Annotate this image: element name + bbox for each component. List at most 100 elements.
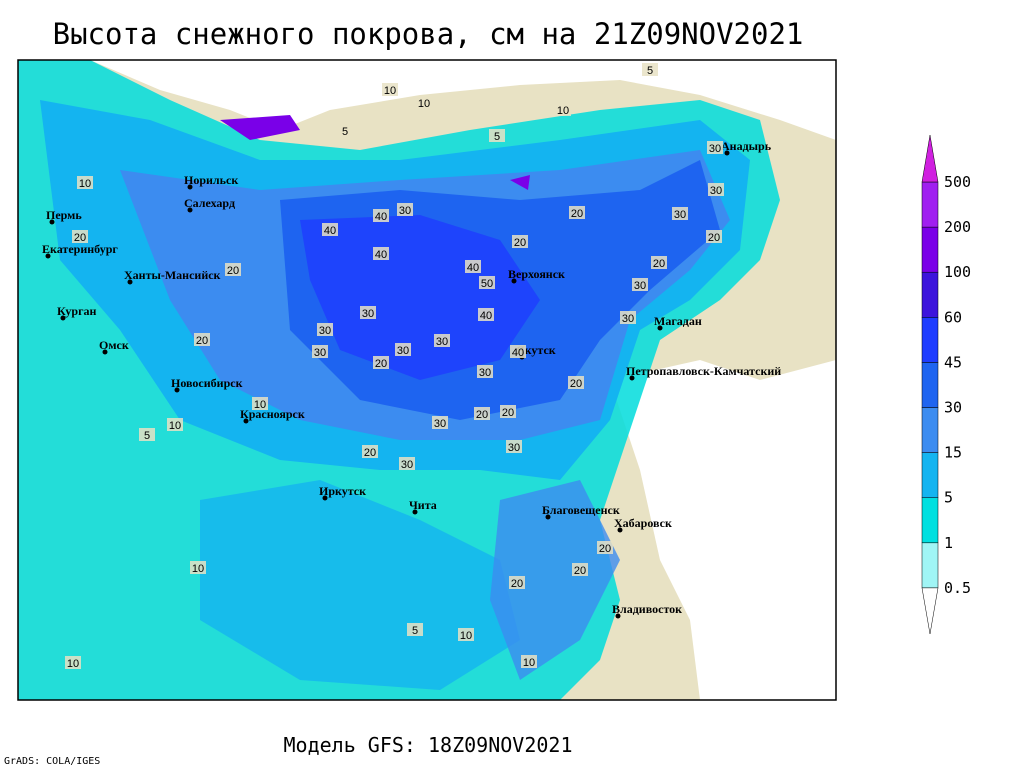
color-band-top bbox=[921, 134, 939, 183]
city-dot bbox=[174, 387, 180, 393]
contour-label: 20 bbox=[574, 565, 586, 577]
contour-label-box bbox=[512, 235, 528, 248]
city-dot bbox=[617, 527, 623, 533]
contour-label-box bbox=[506, 440, 522, 453]
contour-label-box bbox=[252, 397, 268, 410]
contour-label: 50 bbox=[481, 278, 493, 290]
color-band bbox=[921, 317, 939, 363]
city-label: Норильск bbox=[184, 173, 238, 187]
contour-label: 20 bbox=[74, 232, 86, 244]
contour-label-box bbox=[432, 416, 448, 429]
contour-label: 10 bbox=[79, 178, 91, 190]
colorbar-label: 200 bbox=[944, 218, 971, 236]
contour-label-box bbox=[642, 63, 658, 76]
contour-label: 40 bbox=[324, 225, 336, 237]
city-label: Красноярск bbox=[240, 407, 305, 421]
contour-label: 10 bbox=[254, 399, 266, 411]
contour-label: 10 bbox=[67, 658, 79, 670]
contour-label-box bbox=[395, 343, 411, 356]
contour-label: 30 bbox=[634, 280, 646, 292]
contour-label-box bbox=[458, 628, 474, 641]
contour-label-box bbox=[373, 356, 389, 369]
contour-label-box bbox=[478, 308, 494, 321]
contour-label: 10 bbox=[523, 657, 535, 669]
contour-label-box bbox=[77, 176, 93, 189]
color-band bbox=[921, 362, 939, 408]
contour-label-box bbox=[190, 561, 206, 574]
contour-label: 5 bbox=[342, 126, 348, 138]
city-dot bbox=[322, 495, 328, 501]
contour-label-box bbox=[569, 206, 585, 219]
contour-label: 10 bbox=[418, 98, 430, 110]
colorbar-label: 60 bbox=[944, 308, 962, 326]
colorbar-label: 15 bbox=[944, 444, 962, 462]
city-dot bbox=[657, 325, 663, 331]
contour-label: 30 bbox=[397, 345, 409, 357]
city-dot bbox=[187, 207, 193, 213]
city-label: Верхоянск bbox=[508, 267, 565, 281]
contour-label: 30 bbox=[399, 205, 411, 217]
contour-label-box bbox=[555, 103, 571, 116]
colorbar-label: 0.5 bbox=[944, 579, 971, 597]
contour-label: 20 bbox=[476, 409, 488, 421]
colorbar-label: 5 bbox=[944, 489, 953, 507]
contour-label-box bbox=[620, 311, 636, 324]
contour-label-box bbox=[399, 457, 415, 470]
contour-label-box bbox=[568, 376, 584, 389]
contour-label: 40 bbox=[375, 211, 387, 223]
contour-label-box bbox=[65, 656, 81, 669]
city-label: Владивосток bbox=[612, 602, 682, 616]
city-label: Омск bbox=[99, 338, 129, 352]
color-band bbox=[921, 542, 939, 589]
contour-label-box bbox=[373, 209, 389, 222]
contour-label-box bbox=[337, 124, 353, 137]
contour-label-box bbox=[312, 345, 328, 358]
city-dot bbox=[127, 279, 133, 285]
contour-label-box bbox=[706, 230, 722, 243]
city-dot bbox=[724, 150, 730, 156]
contour-label: 20 bbox=[511, 578, 523, 590]
color-band bbox=[921, 271, 939, 318]
color-band bbox=[921, 497, 939, 544]
contour-label: 5 bbox=[647, 65, 653, 77]
contour-label: 40 bbox=[467, 262, 479, 274]
contour-label: 20 bbox=[708, 232, 720, 244]
color-band-bottom bbox=[921, 587, 939, 635]
contour-label: 20 bbox=[227, 265, 239, 277]
city-label: Магадан bbox=[654, 314, 702, 328]
contour-label-box bbox=[510, 345, 526, 358]
cities: Норильск Салехард Пермь Екатеринбург Ханты-М… bbox=[42, 139, 781, 619]
contour-label: 20 bbox=[599, 543, 611, 555]
colorbar-label: 1 bbox=[944, 534, 953, 552]
contour-label-box bbox=[672, 207, 688, 220]
contour-label: 10 bbox=[384, 85, 396, 97]
contour-label-box bbox=[317, 323, 333, 336]
contour-label: 40 bbox=[480, 310, 492, 322]
contour-label: 40 bbox=[375, 249, 387, 261]
contour-label-box bbox=[597, 541, 613, 554]
contour-label-box bbox=[360, 306, 376, 319]
contour-label: 40 bbox=[512, 347, 524, 359]
city-dot bbox=[49, 219, 55, 225]
color-band bbox=[921, 226, 939, 273]
contour-label: 5 bbox=[144, 430, 150, 442]
contour-label-box bbox=[407, 623, 423, 636]
color-band bbox=[921, 407, 939, 453]
contour-label-box bbox=[167, 418, 183, 431]
contour-label: 20 bbox=[514, 237, 526, 249]
contour-label: 20 bbox=[196, 335, 208, 347]
city-label: Петропавловск-Камчатский bbox=[626, 364, 781, 378]
contour-label: 30 bbox=[434, 418, 446, 430]
contour-label-box bbox=[373, 247, 389, 260]
city-dot bbox=[629, 375, 635, 381]
color-band bbox=[921, 181, 939, 228]
contour-label-box bbox=[416, 96, 432, 109]
city-dot bbox=[545, 514, 551, 520]
contour-label-box bbox=[572, 563, 588, 576]
city-dot bbox=[45, 253, 51, 259]
contour-label-box bbox=[500, 405, 516, 418]
city-label: Хабаровск bbox=[614, 516, 672, 530]
